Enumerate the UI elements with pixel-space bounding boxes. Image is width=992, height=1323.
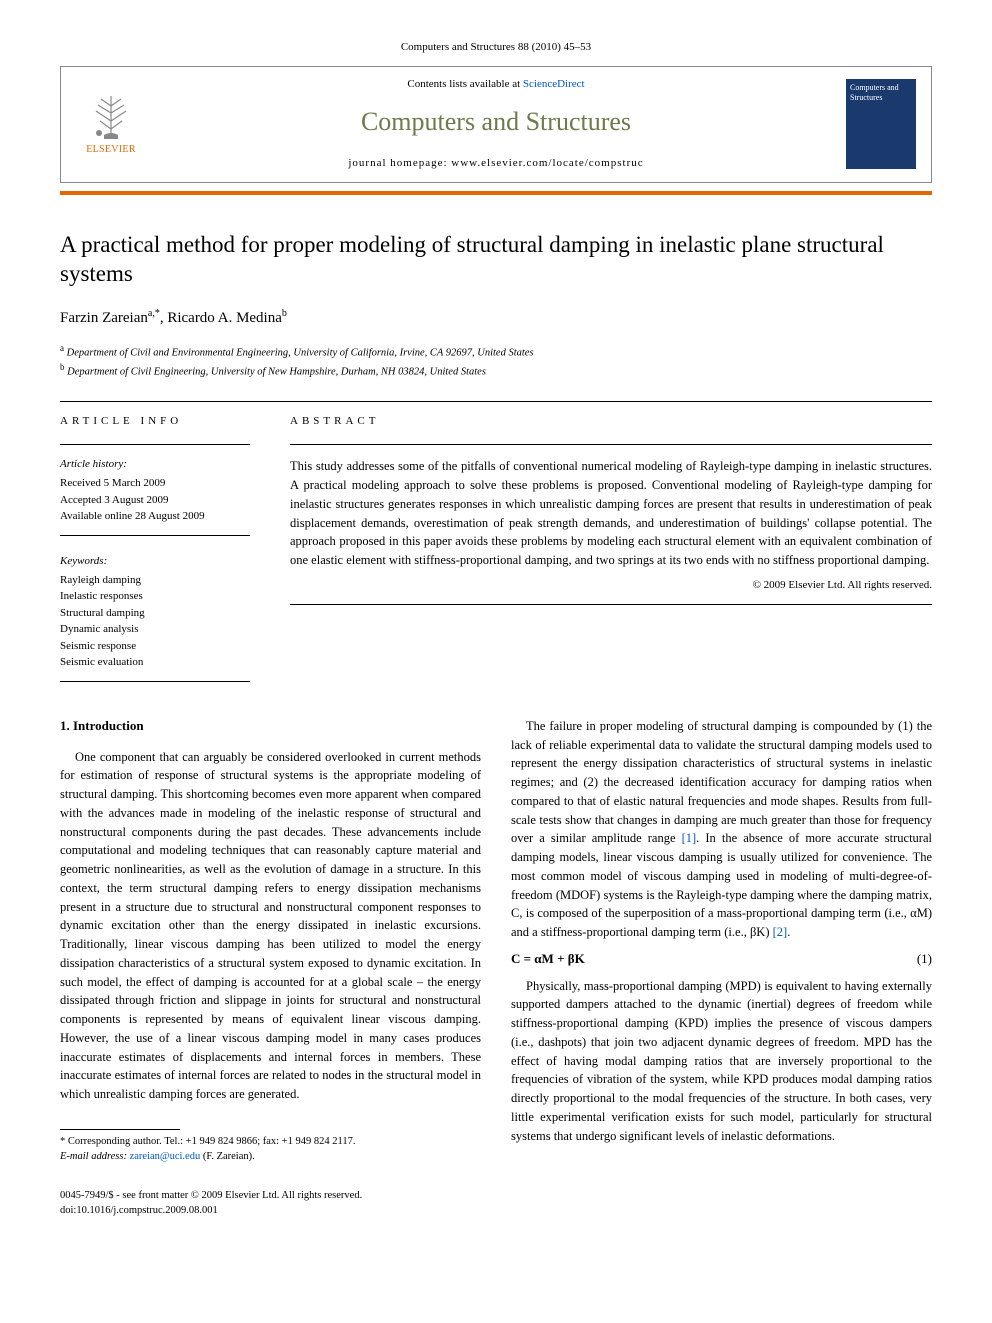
author-email-link[interactable]: zareian@uci.edu	[130, 1151, 201, 1162]
accent-bar	[60, 191, 932, 195]
divider	[290, 604, 932, 605]
journal-cover-thumbnail: Computers and Structures	[846, 79, 916, 169]
paper-title: A practical method for proper modeling o…	[60, 230, 932, 290]
article-info-label: ARTICLE INFO	[60, 414, 250, 430]
section-heading-introduction: 1. Introduction	[60, 717, 481, 736]
affiliation-a: Department of Civil and Environmental En…	[67, 348, 534, 359]
author-1-sup: a,*	[148, 308, 160, 319]
body-column-left: 1. Introduction One component that can a…	[60, 717, 481, 1164]
abstract-text: This study addresses some of the pitfall…	[290, 457, 932, 570]
divider	[60, 401, 932, 402]
citation-link-2[interactable]: [2]	[773, 925, 788, 939]
received-date: Received 5 March 2009	[60, 475, 250, 492]
affiliations: a Department of Civil and Environmental …	[60, 342, 932, 381]
equation-number: (1)	[917, 950, 932, 969]
affiliation-b: Department of Civil Engineering, Univers…	[67, 367, 486, 378]
author-list: Farzin Zareiana,*, Ricardo A. Medinab	[60, 307, 932, 330]
keywords-label: Keywords:	[60, 554, 250, 570]
citation-link-1[interactable]: [1]	[682, 831, 697, 845]
history-label: Article history:	[60, 457, 250, 473]
accepted-date: Accepted 3 August 2009	[60, 492, 250, 509]
corresponding-author-footnote: * Corresponding author. Tel.: +1 949 824…	[60, 1135, 481, 1164]
divider	[60, 681, 250, 682]
divider	[60, 444, 250, 445]
author-2: Ricardo A. Medina	[167, 310, 282, 326]
body-paragraph: The failure in proper modeling of struct…	[511, 717, 932, 942]
email-name: (F. Zareian).	[203, 1151, 255, 1162]
keyword-item: Dynamic analysis	[60, 621, 250, 638]
body-two-columns: 1. Introduction One component that can a…	[60, 717, 932, 1164]
divider	[60, 535, 250, 536]
journal-title: Computers and Structures	[146, 103, 846, 141]
text-segment: .	[787, 925, 790, 939]
abstract-column: ABSTRACT This study addresses some of th…	[290, 414, 932, 682]
keyword-item: Structural damping	[60, 605, 250, 622]
body-paragraph: Physically, mass-proportional damping (M…	[511, 977, 932, 1146]
issn-line: 0045-7949/$ - see front matter © 2009 El…	[60, 1189, 932, 1204]
sciencedirect-link[interactable]: ScienceDirect	[523, 78, 585, 90]
footnote-separator	[60, 1129, 180, 1130]
online-date: Available online 28 August 2009	[60, 508, 250, 525]
keyword-item: Inelastic responses	[60, 588, 250, 605]
keyword-item: Seismic evaluation	[60, 654, 250, 671]
cover-title-text: Computers and Structures	[850, 83, 912, 102]
body-paragraph: One component that can arguably be consi…	[60, 748, 481, 1104]
publisher-name: ELSEVIER	[86, 143, 136, 158]
contents-prefix: Contents lists available at	[407, 78, 522, 90]
journal-header-box: ELSEVIER Contents lists available at Sci…	[60, 66, 932, 183]
author-2-sup: b	[282, 308, 287, 319]
abstract-copyright: © 2009 Elsevier Ltd. All rights reserved…	[290, 578, 932, 594]
author-1: Farzin Zareian	[60, 310, 148, 326]
corresponding-line: * Corresponding author. Tel.: +1 949 824…	[60, 1135, 481, 1150]
keyword-item: Seismic response	[60, 638, 250, 655]
keyword-item: Rayleigh damping	[60, 572, 250, 589]
body-column-right: The failure in proper modeling of struct…	[511, 717, 932, 1164]
journal-reference: Computers and Structures 88 (2010) 45–53	[60, 40, 932, 56]
text-segment: The failure in proper modeling of struct…	[511, 719, 932, 846]
contents-available-line: Contents lists available at ScienceDirec…	[146, 77, 846, 93]
equation-text: C = αM + βK	[511, 950, 585, 969]
elsevier-tree-icon	[86, 91, 136, 141]
equation-row: C = αM + βK (1)	[511, 950, 932, 969]
page-footer: 0045-7949/$ - see front matter © 2009 El…	[60, 1189, 932, 1218]
divider	[290, 444, 932, 445]
email-label: E-mail address:	[60, 1151, 127, 1162]
abstract-label: ABSTRACT	[290, 414, 932, 430]
doi-line: doi:10.1016/j.compstruc.2009.08.001	[60, 1204, 932, 1219]
keyword-list: Rayleigh damping Inelastic responses Str…	[60, 572, 250, 671]
publisher-logo-column: ELSEVIER	[76, 91, 146, 158]
text-segment: . In the absence of more accurate struct…	[511, 831, 932, 939]
article-info-column: ARTICLE INFO Article history: Received 5…	[60, 414, 250, 682]
journal-homepage: journal homepage: www.elsevier.com/locat…	[146, 156, 846, 172]
